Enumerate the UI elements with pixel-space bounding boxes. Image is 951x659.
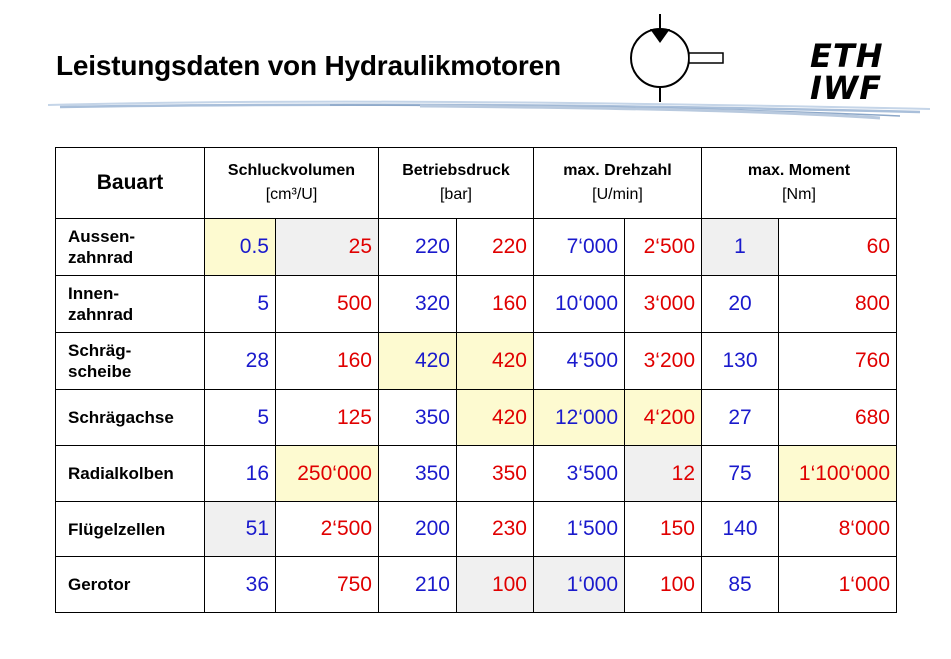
max-value-cell: 160 <box>456 275 534 333</box>
min-value-cell: 36 <box>204 556 276 613</box>
max-value-cell: 150 <box>624 501 702 557</box>
min-value-cell: 130 <box>701 332 779 390</box>
min-value-cell: 0.5 <box>204 218 276 276</box>
max-value-cell: 250‘000 <box>275 445 379 502</box>
table-header-row: Bauart Schluckvolumen [cm³/U] Betriebsdru… <box>55 147 897 219</box>
max-value-cell: 12 <box>624 445 702 502</box>
min-value-cell: 10‘000 <box>533 275 625 333</box>
header-name: max. Drehzahl <box>563 162 672 179</box>
min-value-cell: 12‘000 <box>533 389 625 446</box>
max-value-cell: 4‘200 <box>624 389 702 446</box>
table-row: Schräg-scheibe 28 160 420 420 4‘500 3‘200 130 76… <box>55 332 897 390</box>
max-value-cell: 2‘500 <box>275 501 379 557</box>
table-row: Aussen-zahnrad 0.5 25 220 220 7‘000 2‘500 1 60 <box>55 218 897 276</box>
max-value-cell: 2‘500 <box>624 218 702 276</box>
max-value-cell: 25 <box>275 218 379 276</box>
row-label: Schräg-scheibe <box>55 332 205 390</box>
header-name: Betriebsdruck <box>402 162 510 179</box>
max-value-cell: 3‘000 <box>624 275 702 333</box>
max-value-cell: 350 <box>456 445 534 502</box>
max-value-cell: 750 <box>275 556 379 613</box>
table-row: Radialkolben 16 250‘000 350 350 3‘500 12 75 1‘10… <box>55 445 897 502</box>
min-value-cell: 51 <box>204 501 276 557</box>
min-value-cell: 28 <box>204 332 276 390</box>
min-value-cell: 350 <box>378 445 457 502</box>
table-row: Flügelzellen 51 2‘500 200 230 1‘500 150 140 8‘00… <box>55 501 897 557</box>
header-schluckvolumen: Schluckvolumen [cm³/U] <box>204 147 379 219</box>
hydraulic-motor-table: Bauart Schluckvolumen [cm³/U] Betriebsdru… <box>55 147 897 613</box>
max-value-cell: 800 <box>778 275 897 333</box>
header-unit: [Nm] <box>782 186 816 203</box>
min-value-cell: 85 <box>701 556 779 613</box>
min-value-cell: 20 <box>701 275 779 333</box>
header-betriebsdruck: Betriebsdruck [bar] <box>378 147 534 219</box>
header-unit: [U/min] <box>592 186 643 203</box>
min-value-cell: 5 <box>204 275 276 333</box>
logo-eth: ETH <box>810 37 884 75</box>
max-value-cell: 680 <box>778 389 897 446</box>
min-value-cell: 7‘000 <box>533 218 625 276</box>
max-value-cell: 220 <box>456 218 534 276</box>
min-value-cell: 27 <box>701 389 779 446</box>
header-unit: [bar] <box>439 186 472 203</box>
max-value-cell: 420 <box>456 389 534 446</box>
min-value-cell: 5 <box>204 389 276 446</box>
min-value-cell: 75 <box>701 445 779 502</box>
max-value-cell: 60 <box>778 218 897 276</box>
min-value-cell: 1‘500 <box>533 501 625 557</box>
min-value-cell: 16 <box>204 445 276 502</box>
header-name: Schluckvolumen <box>227 162 356 179</box>
header-unit: [cm³/U] <box>265 186 318 203</box>
min-value-cell: 200 <box>378 501 457 557</box>
row-label: Schrägachse <box>55 389 205 446</box>
row-label: Radialkolben <box>55 445 205 502</box>
min-value-cell: 140 <box>701 501 779 557</box>
header-swoosh-decoration <box>47 100 931 120</box>
max-value-cell: 500 <box>275 275 379 333</box>
max-value-cell: 230 <box>456 501 534 557</box>
max-value-cell: 1‘100‘000 <box>778 445 897 502</box>
max-value-cell: 760 <box>778 332 897 390</box>
row-label: Aussen-zahnrad <box>55 218 205 276</box>
min-value-cell: 220 <box>378 218 457 276</box>
max-value-cell: 125 <box>275 389 379 446</box>
table-row: Gerotor 36 750 210 100 1‘000 100 85 1‘000 <box>55 556 897 613</box>
row-label: Innen-zahnrad <box>55 275 205 333</box>
logo-iwf: IWF <box>810 69 883 107</box>
max-value-cell: 100 <box>624 556 702 613</box>
max-value-cell: 100 <box>456 556 534 613</box>
min-value-cell: 1‘000 <box>533 556 625 613</box>
max-value-cell: 420 <box>456 332 534 390</box>
header-bauart: Bauart <box>55 147 205 219</box>
max-value-cell: 3‘200 <box>624 332 702 390</box>
max-value-cell: 160 <box>275 332 379 390</box>
row-label: Flügelzellen <box>55 501 205 557</box>
table-row: Innen-zahnrad 5 500 320 160 10‘000 3‘000 20 800 <box>55 275 897 333</box>
min-value-cell: 420 <box>378 332 457 390</box>
hydraulic-motor-symbol-icon <box>630 14 724 102</box>
header-max-drehzahl: max. Drehzahl [U/min] <box>533 147 702 219</box>
row-label: Gerotor <box>55 556 205 613</box>
min-value-cell: 350 <box>378 389 457 446</box>
max-value-cell: 1‘000 <box>778 556 897 613</box>
table-row: Schrägachse 5 125 350 420 12‘000 4‘200 27 680 <box>55 389 897 446</box>
min-value-cell: 1 <box>701 218 779 276</box>
eth-iwf-logo: ETH IWF <box>810 40 920 104</box>
min-value-cell: 4‘500 <box>533 332 625 390</box>
min-value-cell: 210 <box>378 556 457 613</box>
min-value-cell: 320 <box>378 275 457 333</box>
min-value-cell: 3‘500 <box>533 445 625 502</box>
header-max-moment: max. Moment [Nm] <box>701 147 897 219</box>
page-title: Leistungsdaten von Hydraulikmotoren <box>56 50 561 81</box>
header-name: max. Moment <box>747 162 851 179</box>
max-value-cell: 8‘000 <box>778 501 897 557</box>
